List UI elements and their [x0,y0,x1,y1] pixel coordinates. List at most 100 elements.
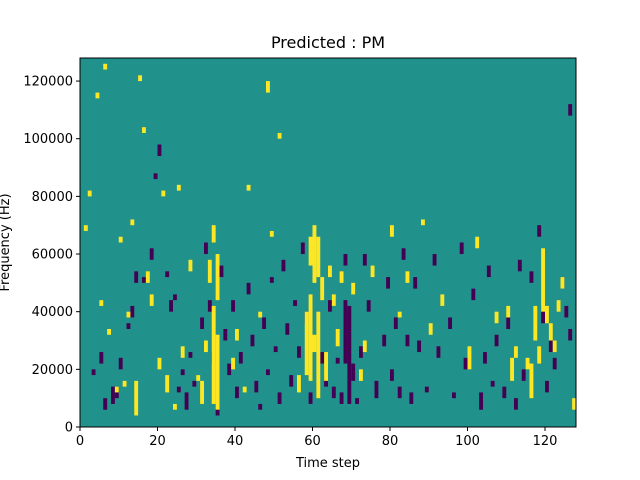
heatmap-cell-low [448,317,453,329]
heatmap-cell-high [134,380,139,416]
heatmap-cell-high [506,305,511,318]
heatmap-cell-low [219,265,224,278]
heatmap-cell-low [215,403,220,416]
heatmap-cell-low [471,288,476,301]
heatmap-cell-high [316,311,321,399]
heatmap-cell-low [564,305,569,318]
heatmap-cell-low [227,363,232,376]
heatmap-cell-high [537,346,542,364]
heatmap-cell-high [351,282,356,295]
heatmap-cell-high [308,294,313,381]
heatmap-cell-low [548,340,553,353]
heatmap-cell-low [552,357,557,370]
heatmap-cell-low [355,398,360,404]
heatmap-cell-low [153,173,158,180]
heatmap-cell-low [541,305,546,324]
heatmap-cell-high [277,132,282,139]
heatmap-cell-high [362,340,367,353]
heatmap-cell-high [258,311,263,318]
heatmap-cell-high [529,363,534,399]
heatmap-cell-high [188,259,193,272]
heatmap-cell-high [211,305,216,404]
heatmap-cell-high [157,357,162,370]
heatmap-cell-low [545,380,549,393]
heatmap-cell-low [176,386,181,393]
x-tick-label: 100 [455,434,480,449]
heatmap-cell-low [285,323,290,335]
heatmap-cell-high [103,63,108,70]
heatmap-cell-high [138,75,143,82]
x-axis: 0 20 40 60 80 100 120 [76,427,558,449]
heatmap-cell-low [169,300,174,312]
heatmap-cell-high [269,230,274,237]
heatmap-cell-low [479,392,484,410]
heatmap-cell-low [231,300,236,312]
heatmap-cell-high [215,254,220,301]
heatmap-cell-low [382,334,387,347]
y-tick-label: 60000 [32,248,73,263]
heatmap-cell-low [521,369,526,381]
heatmap-cell-low [192,380,197,387]
heatmap-cell-low [207,300,212,312]
heatmap-cell-high [180,346,185,358]
heatmap-cell-high [552,340,557,353]
heatmap-cell-low [362,254,367,266]
heatmap-cell-high [145,271,150,283]
heatmap-cell-low [347,305,352,404]
heatmap-cell-low [506,317,511,329]
heatmap-cell-high [114,386,119,393]
heatmap-cell-low [339,392,344,404]
heatmap-cell-high [560,277,565,289]
heatmap-cell-low [258,403,263,410]
x-tick-label: 80 [382,434,399,449]
heatmap-cell-high [126,311,131,318]
chart-title: Predicted : PM [271,33,385,52]
heatmap-cell-low [463,357,468,370]
y-axis: 0 20000 40000 60000 80000 100000 120000 [23,75,80,436]
heatmap-cell-low [494,334,499,347]
heatmap-cell-high [107,328,112,335]
heatmap-cell-low [184,392,189,410]
heatmap-cell-high [176,184,181,191]
heatmap-cell-high [242,386,247,393]
x-tick-label: 40 [227,434,244,449]
heatmap-cell-high [421,219,425,226]
heatmap-cell-high [541,248,546,312]
heatmap-cell-low [262,317,267,329]
heatmap-cell-high [130,219,135,226]
heatmap-cell-low [486,265,491,278]
heatmap-cell-low [452,392,456,399]
heatmap-cell-high [390,225,394,237]
heatmap-cell-low [277,392,282,404]
heatmap-cell-low [254,380,259,393]
heatmap-cell-low [180,369,185,376]
heatmap-cell-low [366,300,371,312]
heatmap-cells [83,63,576,416]
heatmap-cell-high [405,271,410,283]
heatmap-cell-high [83,225,88,231]
heatmap-cell-low [405,334,410,347]
heatmap-cell-high [215,334,220,410]
heatmap-cell-low [157,144,162,157]
heatmap-cell-low [328,300,332,312]
heatmap-cell-low [397,386,402,399]
heatmap-cell-high [266,81,270,93]
heatmap-cell-high [359,369,363,381]
heatmap-cell-low [331,386,336,399]
x-tick-label: 120 [533,434,558,449]
axes-frame [79,57,577,428]
heatmap-cell-high [235,328,239,341]
heatmap-cell-low [269,277,274,283]
heatmap-cell-low [250,334,255,347]
heatmap-cell-high [165,375,170,393]
plot-area [79,57,577,428]
y-tick-label: 80000 [32,190,73,205]
heatmap-cell-high [95,92,100,99]
heatmap-cell-low [393,317,398,329]
heatmap-cell-high [467,346,472,370]
heatmap-cell-low [417,340,422,353]
heatmap-cell-low [149,248,154,260]
heatmap-cell-low [351,363,356,381]
heatmap-cell-low [568,104,573,116]
heatmap-cell-low [436,346,441,358]
